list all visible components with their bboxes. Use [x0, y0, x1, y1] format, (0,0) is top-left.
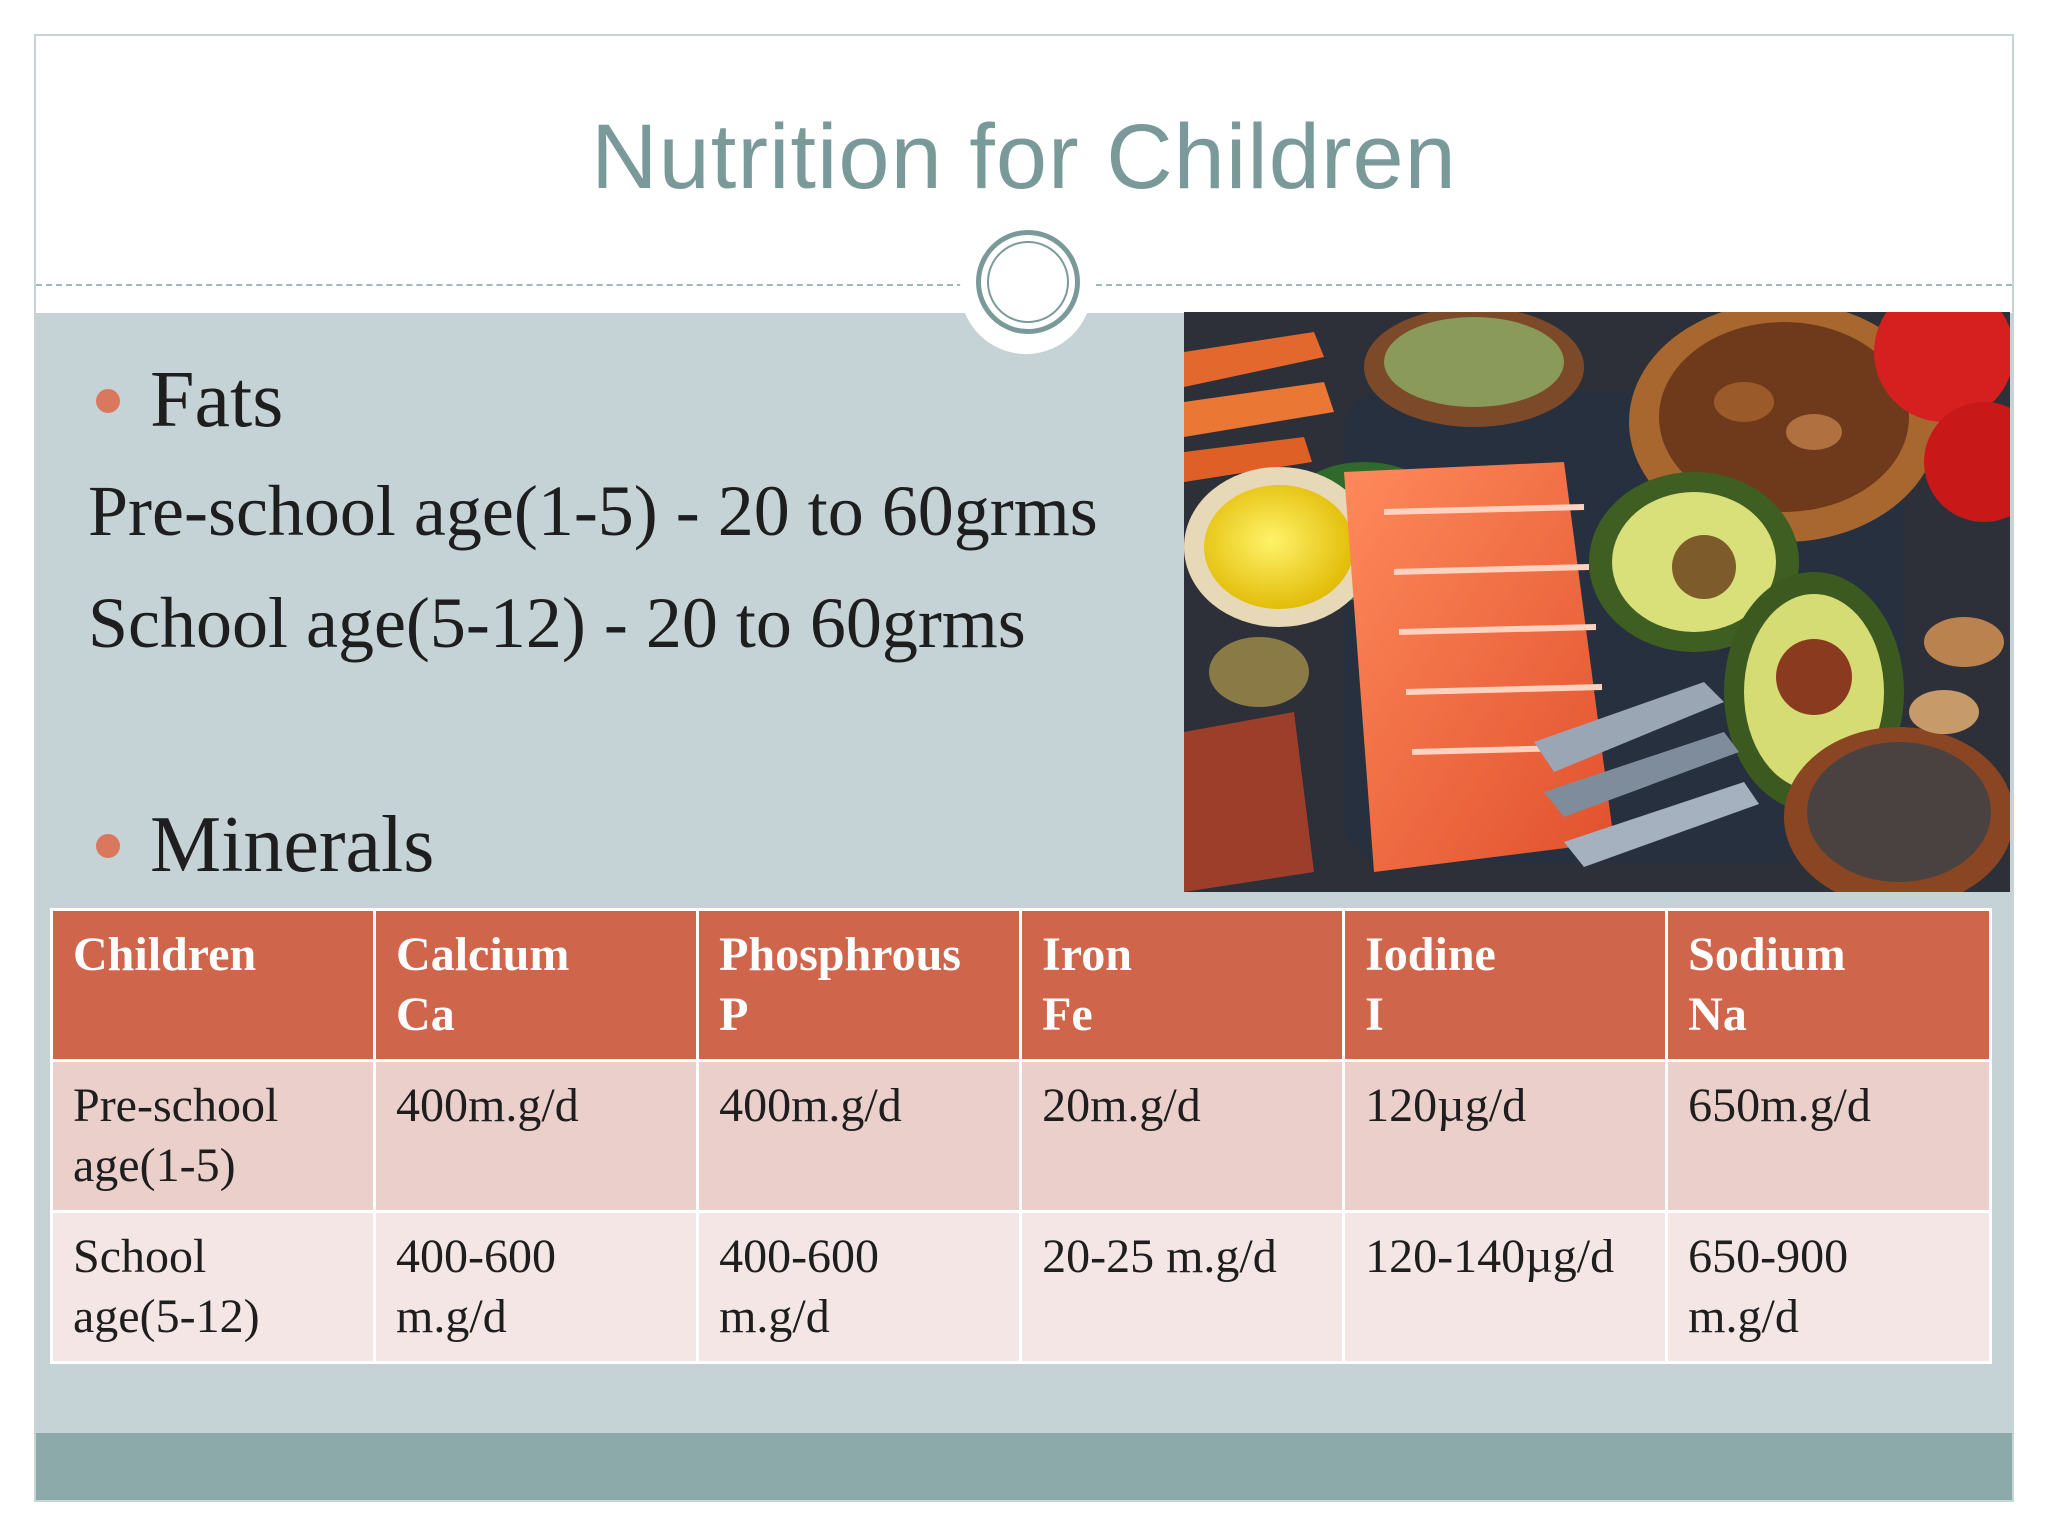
header-sodium: Sodium Na [1665, 908, 1992, 1062]
table-row: Pre-school age(1-5) 400m.g/d 400m.g/d 20… [49, 1059, 1992, 1213]
fats-school-line: School age(5-12) - 20 to 60grms [88, 583, 1026, 663]
bullet-dot-icon [96, 833, 120, 858]
fats-bullet: Fats [96, 355, 283, 446]
table-cell: 120-140µg/d [1342, 1210, 1669, 1364]
table-cell: 650m.g/d [1665, 1059, 1992, 1213]
slide-title: Nutrition for Children [591, 106, 1457, 208]
bottom-band [36, 1433, 2012, 1500]
table-cell: 650-900 m.g/d [1665, 1210, 1992, 1364]
divider-left [36, 284, 963, 286]
header-calcium: Calcium Ca [373, 908, 700, 1062]
table-row: School age(5-12) 400-600 m.g/d 400-600 m… [49, 1210, 1992, 1364]
fats-preschool-line: Pre-school age(1-5) - 20 to 60grms [88, 471, 1098, 551]
table-cell: 400-600 m.g/d [373, 1210, 700, 1364]
bullet-dot-icon [96, 388, 120, 413]
table-header-row: Children Calcium Ca Phosphrous P Iron Fe… [49, 908, 1992, 1062]
minerals-bullet: Minerals [96, 800, 434, 891]
header-children: Children [49, 908, 377, 1062]
header-phosphrous: Phosphrous P [696, 908, 1023, 1062]
minerals-heading: Minerals [150, 801, 435, 889]
table-cell: 20-25 m.g/d [1019, 1210, 1346, 1364]
table-cell: 120µg/d [1342, 1059, 1669, 1213]
row-group-label: Pre-school age(1-5) [49, 1059, 377, 1213]
fats-heading: Fats [150, 356, 284, 444]
minerals-table: Children Calcium Ca Phosphrous P Iron Fe… [49, 908, 1992, 1364]
header-iron: Iron Fe [1019, 908, 1346, 1062]
food-photo [1184, 312, 2010, 892]
header-iodine: Iodine I [1342, 908, 1669, 1062]
table-cell: 400m.g/d [696, 1059, 1023, 1213]
table-cell: 20m.g/d [1019, 1059, 1346, 1213]
row-group-label: School age(5-12) [49, 1210, 377, 1364]
divider-ring-icon [976, 230, 1080, 334]
divider-right [1096, 284, 2012, 286]
table-cell: 400m.g/d [373, 1059, 700, 1213]
table-cell: 400-600 m.g/d [696, 1210, 1023, 1364]
